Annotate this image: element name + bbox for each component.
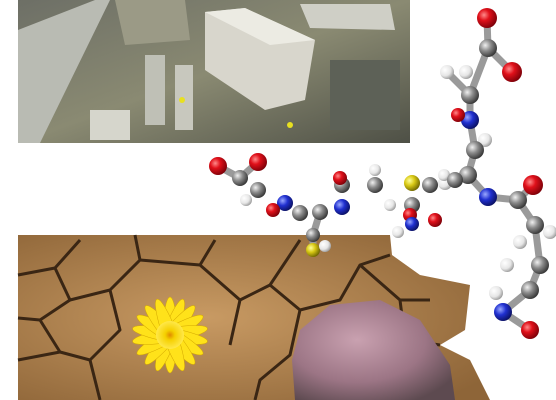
lab-photo	[18, 0, 410, 143]
page	[0, 0, 556, 400]
collage	[0, 0, 556, 400]
